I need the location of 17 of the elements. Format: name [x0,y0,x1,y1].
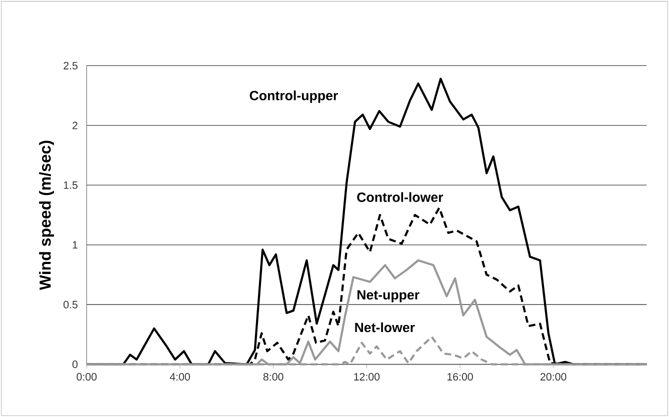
x-tick-label: 0:00 [76,373,97,381]
y-tick-label: 0.5 [64,300,78,308]
x-tick-label: 12:00 [354,373,380,381]
x-tick-label: 16:00 [447,373,473,381]
y-tick-label: 1 [72,241,78,249]
y-tick-label: 2 [72,122,78,130]
series-label: Net-lower [355,322,415,332]
series-label: Control-upper [250,90,338,103]
y-axis-title: Wind speed (m/sec) [39,140,54,290]
x-tick-label: 20:00 [540,373,566,381]
y-tick-label: 2.5 [64,62,78,70]
y-tick-label: 1.5 [64,181,78,189]
y-tick-label: 0 [72,360,78,368]
x-tick-label: 8:00 [263,373,284,381]
series-label: Net-upper [358,290,420,302]
series-label: Control-lower [357,192,444,202]
x-tick-label: 4:00 [170,373,190,381]
